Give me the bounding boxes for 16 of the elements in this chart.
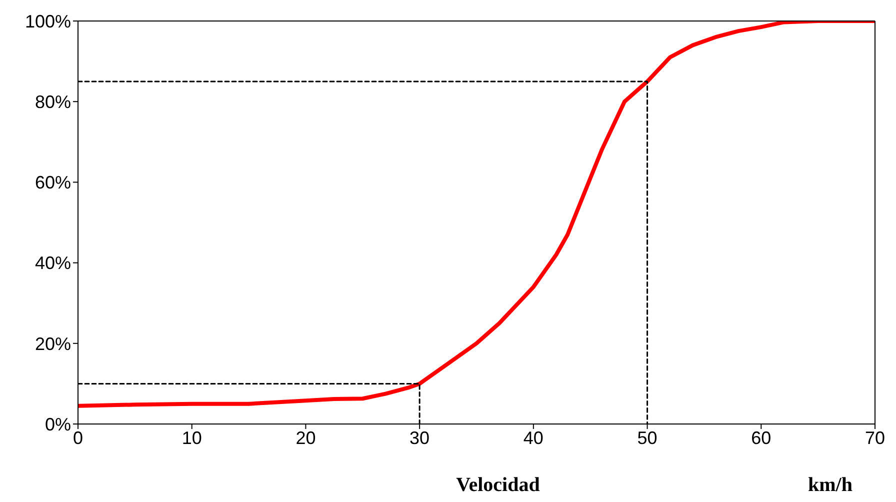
x-tick-label: 0 bbox=[72, 428, 84, 448]
x-axis-title: Velocidad bbox=[455, 474, 541, 497]
x-tick-label: 20 bbox=[296, 428, 316, 448]
y-tick-label: 80% bbox=[34, 92, 71, 112]
x-tick-label: 60 bbox=[751, 428, 772, 448]
y-tick-label: 20% bbox=[34, 334, 71, 354]
x-tick-label: 30 bbox=[410, 428, 430, 448]
x-tick-label: 40 bbox=[523, 428, 544, 448]
x-tick-label: 70 bbox=[864, 428, 886, 448]
y-tick-label: 0% bbox=[44, 414, 71, 434]
y-tick-label: 40% bbox=[34, 253, 71, 274]
x-tick-label: 10 bbox=[182, 428, 202, 448]
y-tick-label: 60% bbox=[34, 172, 71, 193]
y-tick-label: 100% bbox=[24, 11, 71, 32]
text: km/h bbox=[808, 474, 852, 497]
x-tick-label: 50 bbox=[637, 428, 658, 448]
